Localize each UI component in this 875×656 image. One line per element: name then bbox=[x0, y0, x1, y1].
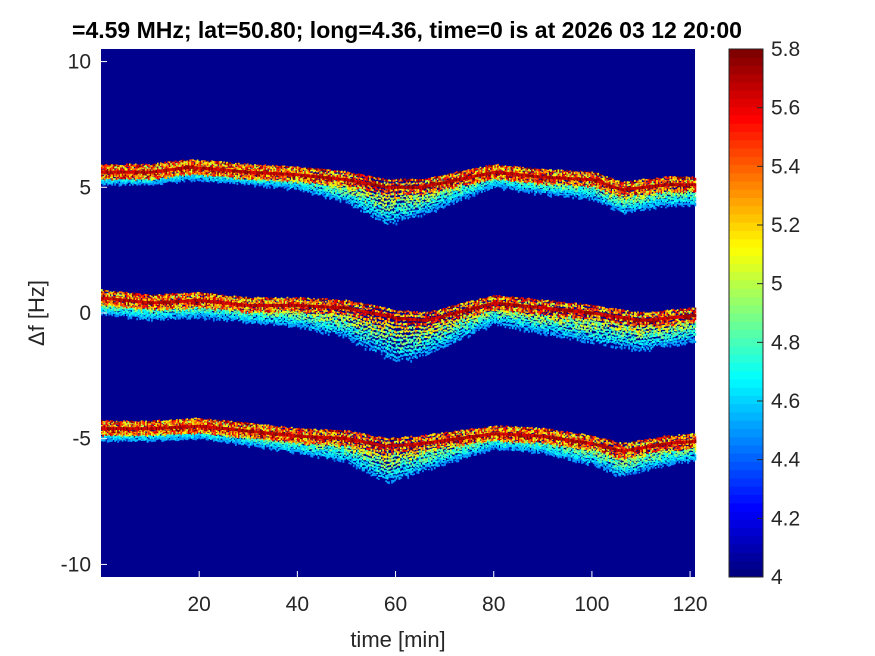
y-tick-label-5: 5 bbox=[79, 176, 91, 199]
colorbar-tick-label-7: 5.4 bbox=[771, 155, 801, 178]
colorbar-tick-label-1: 4.2 bbox=[771, 507, 800, 530]
x-axis-label: time [min] bbox=[350, 627, 445, 652]
colorbar-tick-label-3: 4.6 bbox=[771, 390, 800, 413]
plot-area bbox=[101, 49, 697, 577]
y-tick-label--5: -5 bbox=[72, 428, 91, 451]
colorbar: 4 4.2 4.4 4.6 4.8 5 5.2 5.4 5.6 5.8 bbox=[728, 38, 801, 589]
colorbar-gradient bbox=[728, 48, 764, 578]
heatmap-image bbox=[101, 159, 697, 485]
trace-band-2 bbox=[101, 289, 697, 363]
x-tick-label-120: 120 bbox=[673, 593, 708, 616]
x-tick-label-100: 100 bbox=[574, 593, 609, 616]
colorbar-tick-label-4: 4.8 bbox=[771, 331, 800, 354]
x-axis-ticks: 20 40 60 80 100 120 bbox=[188, 571, 708, 616]
y-axis-label: Δf [Hz] bbox=[24, 280, 49, 346]
trace-band-3 bbox=[101, 417, 697, 485]
y-tick-label-0: 0 bbox=[79, 302, 91, 325]
x-tick-label-40: 40 bbox=[286, 593, 309, 616]
y-axis-ticks: -10 -5 0 5 10 bbox=[61, 51, 107, 576]
colorbar-tick-label-5: 5 bbox=[771, 273, 783, 296]
chart-title: =4.59 MHz; lat=50.80; long=4.36, time=0 … bbox=[72, 17, 742, 43]
x-tick-label-60: 60 bbox=[384, 593, 407, 616]
x-tick-label-80: 80 bbox=[482, 593, 505, 616]
colorbar-tick-label-9: 5.8 bbox=[771, 38, 800, 61]
colorbar-tick-label-6: 5.2 bbox=[771, 214, 800, 237]
x-tick-label-20: 20 bbox=[188, 593, 211, 616]
colorbar-tick-label-2: 4.4 bbox=[771, 449, 801, 472]
colorbar-ticks: 4 4.2 4.4 4.6 4.8 5 5.2 5.4 5.6 5.8 bbox=[757, 38, 801, 589]
colorbar-tick-label-0: 4 bbox=[771, 566, 783, 589]
y-tick-label--10: -10 bbox=[61, 553, 91, 576]
y-tick-label-10: 10 bbox=[68, 51, 91, 74]
colorbar-tick-label-8: 5.6 bbox=[771, 97, 800, 120]
trace-band-1 bbox=[101, 159, 697, 226]
colorbar-frame bbox=[728, 48, 764, 578]
